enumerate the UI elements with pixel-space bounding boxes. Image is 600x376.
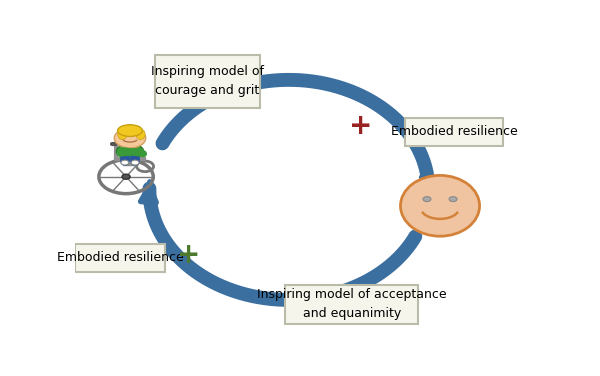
Ellipse shape: [116, 144, 143, 159]
Ellipse shape: [118, 125, 142, 136]
FancyBboxPatch shape: [155, 55, 260, 108]
Text: +: +: [349, 112, 373, 140]
Circle shape: [131, 160, 139, 165]
Ellipse shape: [136, 129, 145, 139]
Text: Inspiring model of
courage and grit: Inspiring model of courage and grit: [151, 65, 264, 97]
Circle shape: [114, 128, 146, 148]
Circle shape: [423, 197, 431, 202]
Circle shape: [449, 197, 457, 202]
Text: Embodied resilience: Embodied resilience: [391, 126, 517, 138]
Text: Inspiring model of acceptance
and equanimity: Inspiring model of acceptance and equani…: [257, 288, 446, 320]
Circle shape: [122, 174, 130, 179]
Ellipse shape: [118, 129, 127, 139]
FancyBboxPatch shape: [75, 244, 166, 272]
Circle shape: [121, 160, 129, 165]
Text: +: +: [177, 241, 200, 269]
Ellipse shape: [401, 175, 479, 236]
FancyBboxPatch shape: [286, 285, 418, 324]
FancyBboxPatch shape: [405, 118, 503, 146]
Text: Embodied resilience: Embodied resilience: [57, 252, 184, 264]
